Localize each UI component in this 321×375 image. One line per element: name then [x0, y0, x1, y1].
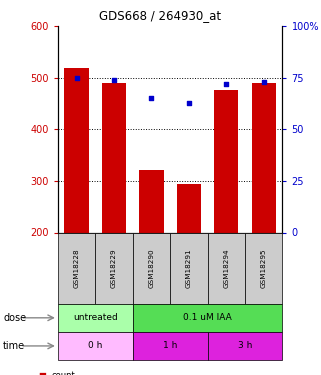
Text: GSM18295: GSM18295	[261, 248, 267, 288]
Text: GSM18228: GSM18228	[74, 248, 80, 288]
Point	[224, 81, 229, 87]
Text: time: time	[3, 341, 25, 351]
Bar	[177, 184, 201, 232]
Text: 1 h: 1 h	[163, 341, 177, 350]
Bar	[64, 68, 89, 232]
Bar	[252, 83, 276, 232]
Text: untreated: untreated	[73, 314, 117, 322]
Bar	[133, 304, 282, 332]
Bar	[139, 170, 164, 232]
Point	[149, 96, 154, 102]
Bar	[245, 232, 282, 304]
Text: 0.1 uM IAA: 0.1 uM IAA	[183, 314, 232, 322]
Text: 0 h: 0 h	[88, 341, 102, 350]
Text: 3 h: 3 h	[238, 341, 252, 350]
Point	[261, 79, 266, 85]
Point	[186, 100, 191, 106]
Text: count: count	[51, 371, 75, 375]
Text: GSM18291: GSM18291	[186, 248, 192, 288]
Bar	[170, 232, 208, 304]
Text: GSM18229: GSM18229	[111, 248, 117, 288]
Bar	[58, 304, 133, 332]
Text: GDS668 / 264930_at: GDS668 / 264930_at	[100, 9, 221, 22]
Point	[111, 77, 117, 83]
Bar	[208, 232, 245, 304]
Text: ■: ■	[39, 371, 47, 375]
Bar	[214, 90, 239, 232]
Bar	[133, 332, 208, 360]
Bar	[102, 83, 126, 232]
Bar	[58, 232, 95, 304]
Point	[74, 75, 79, 81]
Text: dose: dose	[3, 313, 26, 323]
Text: GSM18290: GSM18290	[148, 248, 154, 288]
Bar	[95, 232, 133, 304]
Bar	[208, 332, 282, 360]
Bar	[58, 332, 133, 360]
Text: GSM18294: GSM18294	[223, 248, 229, 288]
Bar	[133, 232, 170, 304]
